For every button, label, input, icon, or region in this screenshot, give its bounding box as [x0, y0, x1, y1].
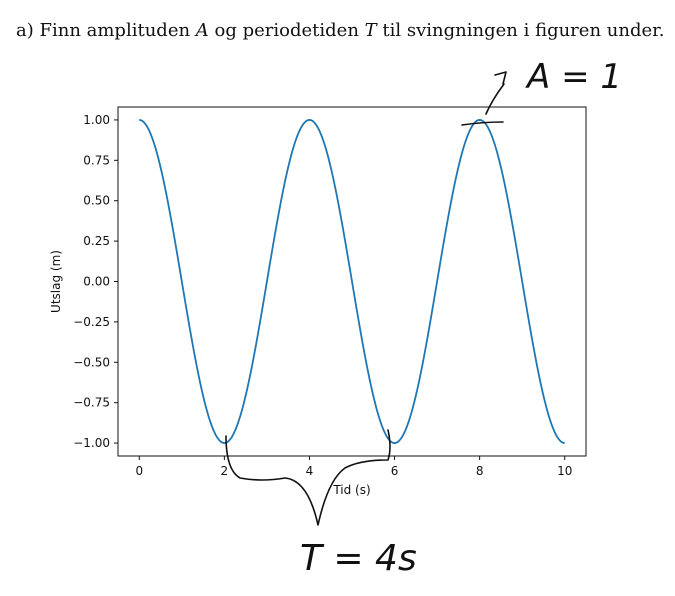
- series-line: [139, 119, 565, 444]
- x-tick-label: 8: [476, 464, 484, 478]
- handwritten-period-text: T = 4s: [300, 538, 417, 579]
- y-axis-ticks: 1.00 0.75 0.50 0.25 0.00 −0.25 −0.50 −0.75 −1.00: [73, 113, 118, 450]
- y-tick-label: 0.25: [83, 234, 110, 248]
- y-tick-label: 0.75: [83, 153, 110, 167]
- variable-a: A: [195, 20, 209, 41]
- handwritten-amplitude-annotation: A = 1: [461, 57, 622, 126]
- handwritten-brace: [225, 429, 391, 526]
- handwritten-arrow: [485, 71, 507, 115]
- x-axis-ticks: 0 2 4 6 8 10: [135, 456, 572, 478]
- y-tick-label: −0.25: [73, 315, 110, 329]
- variable-t: T: [364, 20, 377, 41]
- y-tick-label: 1.00: [83, 113, 110, 127]
- question-prefix: a) Finn amplituden: [16, 20, 191, 41]
- y-tick-label: 0.00: [83, 275, 110, 289]
- question-suffix: til svingningen i figuren under.: [382, 20, 665, 41]
- x-tick-label: 10: [557, 464, 572, 478]
- y-tick-label: −1.00: [73, 436, 110, 450]
- question-text: a) Finn amplituden A og periodetiden T t…: [16, 20, 664, 41]
- x-tick-label: 6: [391, 464, 399, 478]
- question-middle: og periodetiden: [214, 20, 359, 41]
- y-axis-label: Utslag (m): [49, 250, 63, 313]
- x-tick-label: 2: [221, 464, 229, 478]
- handwritten-amplitude-text: A = 1: [525, 57, 622, 97]
- series-group: [139, 119, 565, 444]
- x-axis-label: Tid (s): [332, 483, 370, 497]
- y-tick-label: −0.50: [73, 355, 110, 369]
- x-tick-label: 0: [135, 464, 143, 478]
- handwritten-peak-line: [461, 121, 504, 126]
- handwritten-period-annotation: T = 4s: [225, 429, 417, 579]
- x-tick-label: 4: [306, 464, 314, 478]
- y-tick-label: 0.50: [83, 194, 110, 208]
- y-tick-label: −0.75: [73, 396, 110, 410]
